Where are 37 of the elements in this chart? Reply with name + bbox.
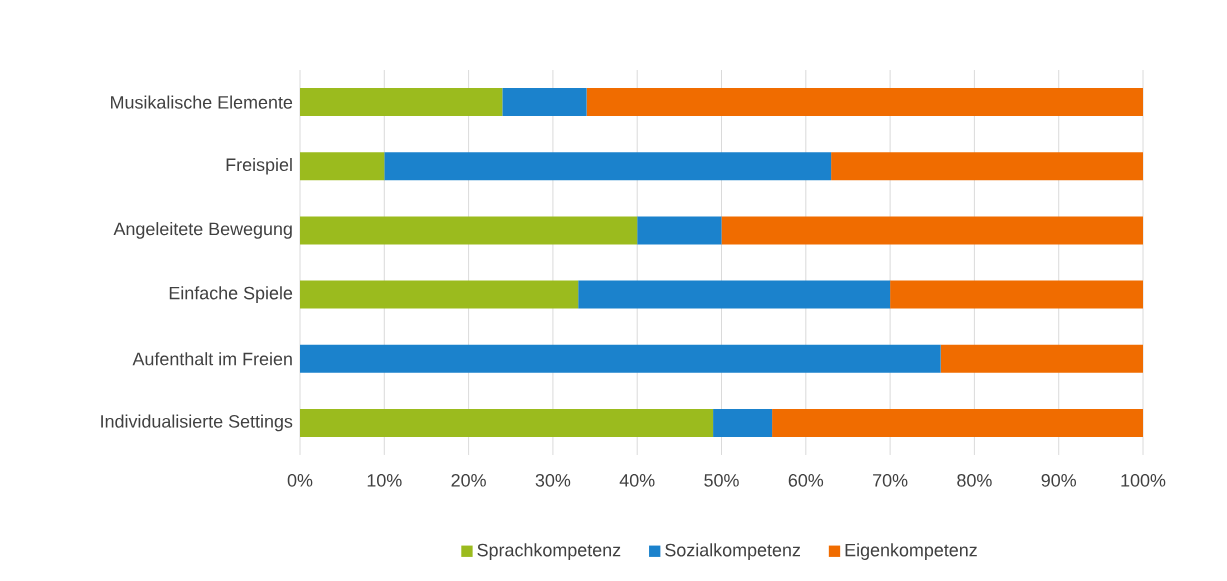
legend-label: Sprachkompetenz (477, 543, 621, 560)
x-tick-label: 0% (287, 473, 313, 487)
x-tick-label: 80% (957, 473, 992, 487)
x-tick-label: 30% (535, 473, 571, 487)
x-tick-label: 60% (788, 473, 824, 487)
bar (713, 408, 773, 437)
bar (772, 408, 1144, 437)
legend-label: Eigenkompetenz (845, 543, 977, 560)
y-tick-label: Einfache Spiele (169, 286, 293, 303)
bar (637, 216, 722, 245)
bar (890, 280, 1144, 309)
bar (940, 344, 1144, 373)
bar (384, 152, 832, 181)
bar (300, 408, 714, 437)
x-tick-label: 100% (1121, 473, 1166, 487)
bar (300, 152, 385, 181)
x-tick-label: 40% (619, 473, 655, 487)
legend-label: Sozialkompetenz (665, 543, 801, 560)
bar (578, 280, 891, 309)
x-tick-label: 20% (451, 473, 486, 487)
bar (300, 280, 579, 309)
y-tick-label: Musikalische Elemente (111, 95, 293, 109)
bar (300, 216, 638, 245)
y-tick-label: Angeleitete Bewegung (113, 222, 292, 239)
bar (831, 152, 1144, 181)
bar (502, 88, 587, 117)
y-tick-label: Freispiel (226, 157, 292, 175)
bar (300, 88, 503, 117)
x-tick-label: 10% (367, 473, 402, 487)
bar (586, 88, 1144, 117)
x-tick-label: 90% (1041, 473, 1077, 487)
y-tick-label: Individualisierte Settings (101, 414, 293, 432)
x-tick-label: 70% (873, 473, 908, 487)
bar (721, 216, 1144, 245)
y-tick-label: Aufenthalt im Freien (132, 352, 292, 366)
x-tick-label: 50% (704, 473, 739, 487)
bar (300, 344, 941, 373)
